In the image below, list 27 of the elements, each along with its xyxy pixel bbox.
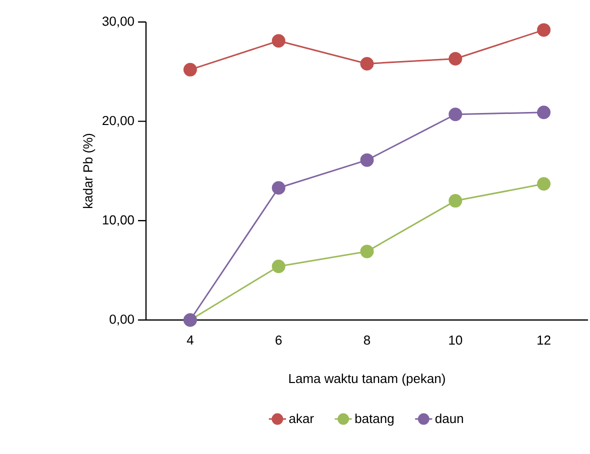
y-tick-label: 30,00: [102, 16, 134, 28]
point: [183, 62, 197, 76]
point: [272, 34, 286, 48]
point: [360, 153, 374, 167]
point: [360, 244, 374, 258]
legend-label: daun: [435, 414, 463, 424]
y-tick-label: 20,00: [102, 116, 134, 127]
x-tick-label: 8: [364, 336, 370, 345]
point: [537, 106, 551, 120]
point: [448, 52, 462, 66]
x-tick-label: 6: [276, 336, 282, 345]
x-tick-label: 10: [449, 336, 462, 345]
point: [448, 194, 462, 208]
point: [272, 181, 286, 195]
y-axis-title: kadar Pb (%): [82, 134, 96, 208]
point: [537, 177, 551, 191]
x-axis-title: Lama waktu tanam (pekan): [289, 374, 445, 386]
point: [360, 56, 374, 70]
point: [272, 260, 286, 274]
point: [448, 108, 462, 122]
x-tick-label: 4: [186, 336, 194, 344]
y-tick-label: 10,00: [102, 215, 134, 226]
legend-label: batang: [355, 414, 394, 426]
y-tick-label: 0,00: [110, 314, 134, 326]
x-tick-label: 12: [538, 336, 550, 345]
point: [537, 23, 551, 37]
legend-label: akar: [289, 414, 314, 424]
